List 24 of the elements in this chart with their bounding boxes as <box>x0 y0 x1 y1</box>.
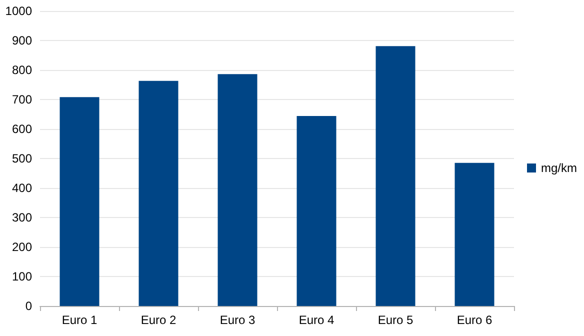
x-tick-label: Euro 4 <box>298 313 334 327</box>
x-tick-label: Euro 2 <box>140 313 176 327</box>
y-tick-label: 500 <box>12 152 32 166</box>
y-tick-label: 700 <box>12 92 32 106</box>
y-tick-label: 1000 <box>5 4 32 18</box>
y-tick-label: 100 <box>12 270 32 284</box>
x-tick-label: Euro 6 <box>456 313 492 327</box>
bar <box>138 80 178 306</box>
bar <box>218 74 258 306</box>
bar <box>454 162 494 306</box>
y-tick-label: 800 <box>12 63 32 77</box>
y-tick-label: 900 <box>12 34 32 48</box>
y-tick-label: 200 <box>12 240 32 254</box>
bar <box>60 97 100 306</box>
x-tick-label: Euro 1 <box>62 313 98 327</box>
y-tick-label: 400 <box>12 181 32 195</box>
bar <box>296 116 336 306</box>
y-tick-label: 0 <box>25 299 32 313</box>
x-tick-label: Euro 5 <box>378 313 414 327</box>
y-tick-label: 300 <box>12 210 32 224</box>
x-tick-label: Euro 3 <box>220 313 256 327</box>
bar <box>376 46 416 306</box>
y-tick-label: 600 <box>12 122 32 136</box>
legend-label: mg/km <box>541 161 578 175</box>
